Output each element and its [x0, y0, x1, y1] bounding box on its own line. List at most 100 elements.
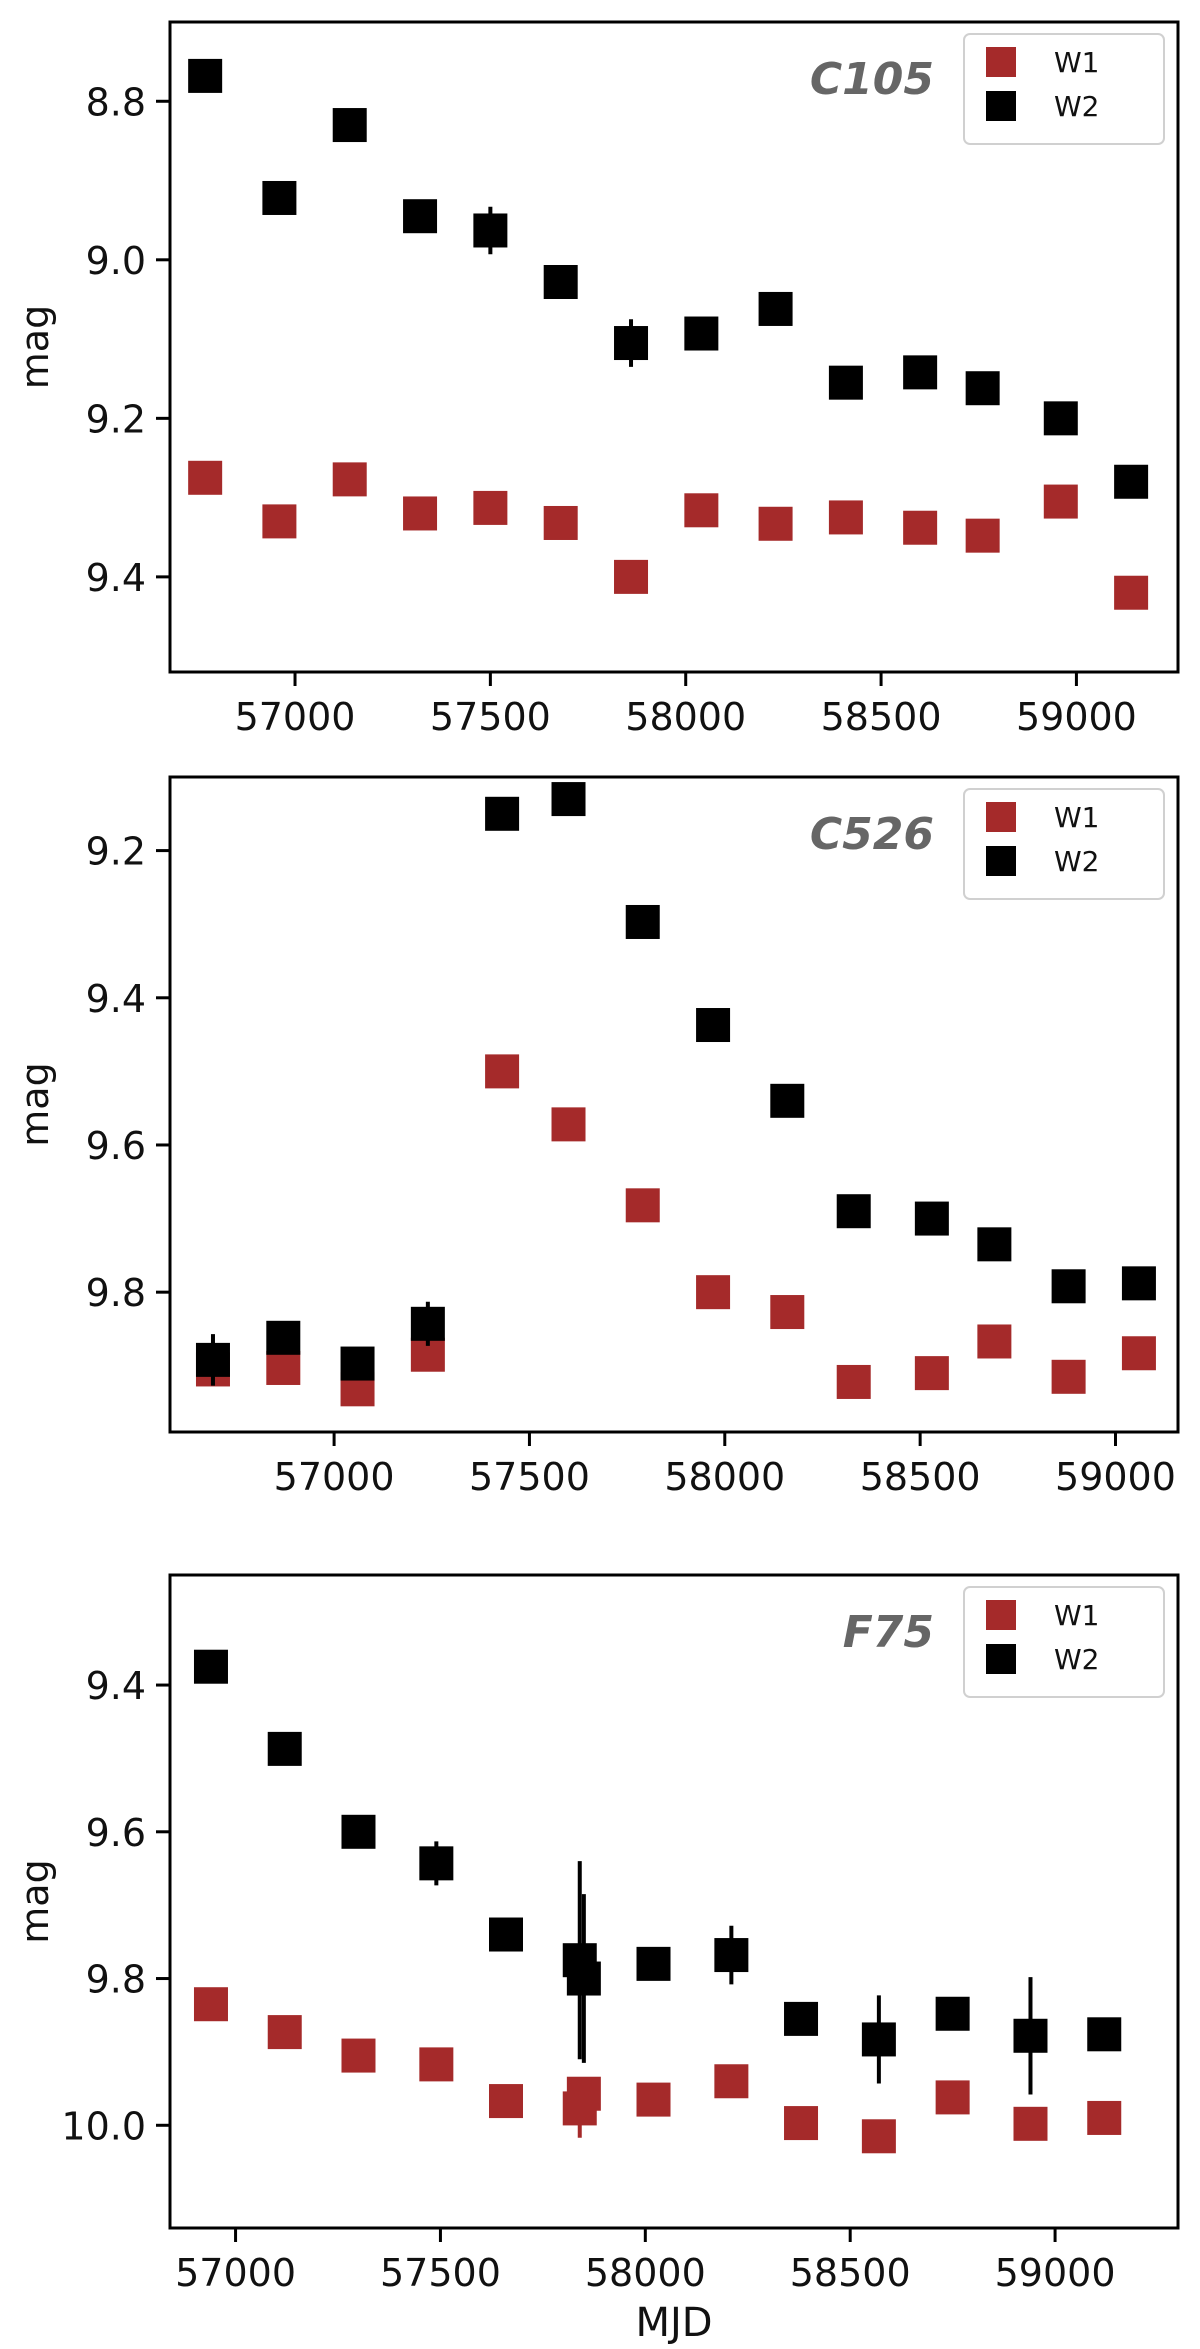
x-tick-label: 59000: [995, 2251, 1116, 2295]
data-point: [935, 1996, 970, 2031]
data-point: [903, 355, 938, 390]
data-point: [861, 2022, 896, 2057]
legend-marker-w1: [986, 47, 1016, 77]
data-point: [267, 1731, 302, 1766]
panel-1: 57000 57500 58000 58500 59000 8.8 9.0 9.2 9.4 mag…: [13, 20, 1180, 739]
data-point: [614, 326, 649, 361]
data-point: [419, 1846, 454, 1881]
x-tick-label: 58500: [790, 2251, 911, 2295]
legend-marker-w2: [986, 1644, 1016, 1674]
series-w1: [195, 1054, 1156, 1407]
data-point: [784, 2106, 819, 2141]
series-w2: [195, 782, 1156, 1386]
data-point: [266, 1350, 301, 1385]
data-point: [1051, 1269, 1086, 1304]
data-point: [485, 796, 520, 831]
x-tick-label: 58500: [821, 695, 942, 739]
x-tick-label: 57000: [274, 1455, 395, 1499]
y-axis-label: mag: [13, 1859, 57, 1943]
data-point: [195, 1342, 230, 1377]
legend-label-w1: W1: [1054, 46, 1100, 79]
series-w1: [193, 1987, 1122, 2154]
data-point: [1013, 2018, 1048, 2053]
data-point: [636, 2082, 671, 2117]
data-point: [977, 1324, 1012, 1359]
data-point: [914, 1201, 949, 1236]
data-point: [714, 1938, 749, 1973]
data-point: [836, 1194, 871, 1229]
x-tick-label: 57500: [430, 695, 551, 739]
data-point: [784, 2001, 819, 2036]
legend-marker-w1: [986, 802, 1016, 832]
panel-2: 57000 57500 58000 58500 59000 9.2 9.4 9.6 9.8 mag…: [13, 775, 1180, 1499]
y-tick-label: 9.6: [86, 1811, 146, 1855]
data-point: [267, 2015, 302, 2050]
legend-marker-w2: [986, 91, 1016, 121]
y-tick-label: 10.0: [61, 2104, 146, 2148]
x-tick-label: 58000: [625, 695, 746, 739]
data-point: [696, 1275, 731, 1310]
data-point: [489, 1917, 523, 1952]
series-w2: [188, 58, 1149, 499]
data-point: [551, 1107, 586, 1142]
data-point: [543, 265, 578, 299]
data-point: [861, 2119, 896, 2154]
data-point: [188, 460, 223, 495]
legend-label-w2: W2: [1054, 90, 1100, 123]
data-point: [551, 782, 586, 817]
data-point: [485, 1054, 520, 1089]
data-point: [684, 316, 719, 351]
data-point: [473, 490, 508, 525]
y-axis-label: mag: [13, 1062, 57, 1146]
x-tick-label: 58000: [585, 2251, 706, 2295]
data-point: [770, 1295, 805, 1330]
data-point: [625, 904, 660, 939]
y-tick-label: 9.4: [86, 1664, 146, 1708]
data-point: [410, 1306, 445, 1341]
data-point: [684, 493, 719, 528]
data-point: [193, 1987, 228, 2022]
axes-frame: [168, 775, 1180, 1434]
data-point: [403, 199, 438, 234]
data-point: [1114, 575, 1149, 610]
data-point: [332, 462, 367, 497]
data-point: [473, 213, 508, 248]
data-point: [489, 2084, 523, 2119]
legend-label-w2: W2: [1054, 845, 1100, 878]
data-point: [965, 371, 1000, 406]
object-label: F75: [843, 1607, 934, 1658]
data-point: [1121, 1336, 1156, 1371]
y-tick-label: 9.0: [86, 239, 146, 283]
axes-frame: [168, 20, 1180, 674]
x-tick-label: 57500: [469, 1455, 590, 1499]
data-point: [614, 559, 649, 594]
data-point: [266, 1320, 301, 1355]
y-tick-label: 9.8: [86, 1271, 146, 1315]
panel-3: 57000 57500 58000 58500 59000 9.4 9.6 9.8 10.0 ma…: [13, 1573, 1180, 2346]
data-point: [332, 108, 367, 143]
data-point: [419, 2047, 454, 2082]
axes-frame: [168, 1573, 1180, 2230]
data-point: [625, 1188, 660, 1223]
y-tick-label: 9.6: [86, 1124, 146, 1168]
x-tick-label: 59000: [1055, 1455, 1176, 1499]
x-tick-label: 57000: [175, 2251, 296, 2295]
legend-marker-w1: [986, 1600, 1016, 1630]
series-w1: [188, 460, 1149, 610]
data-point: [1051, 1359, 1086, 1394]
x-tick-label: 58500: [860, 1455, 981, 1499]
data-point: [1114, 464, 1149, 499]
x-tick-label: 57000: [235, 695, 356, 739]
y-tick-label: 9.2: [86, 830, 146, 874]
data-point: [903, 510, 938, 545]
data-point: [1043, 484, 1078, 519]
data-point: [1013, 2106, 1048, 2141]
y-tick-label: 9.2: [86, 397, 146, 441]
data-point: [341, 2038, 376, 2073]
data-point: [636, 1946, 671, 1981]
data-point: [188, 58, 223, 93]
data-point: [1087, 2100, 1122, 2135]
data-point: [770, 1083, 805, 1118]
data-point: [1087, 2017, 1122, 2052]
